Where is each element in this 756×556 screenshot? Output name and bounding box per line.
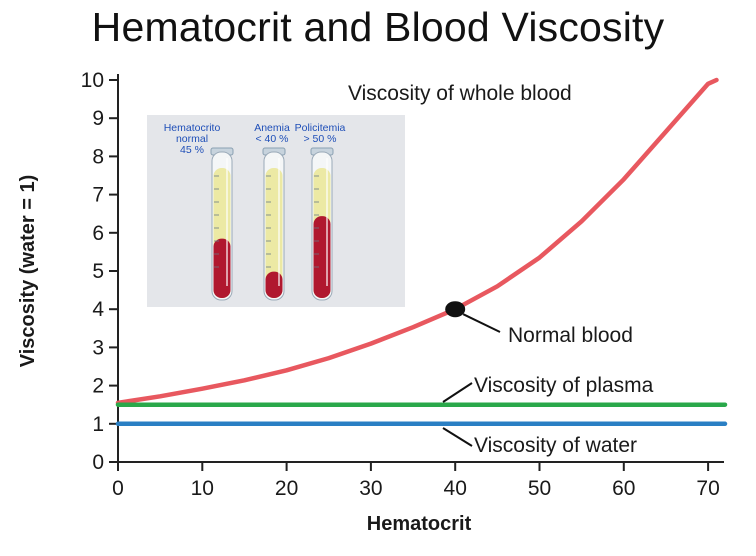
y-tick-label: 9 (92, 107, 104, 130)
y-tick-label: 7 (92, 184, 104, 207)
tube-label-line: Policitemia (295, 122, 346, 134)
y-tick-label: 4 (92, 298, 104, 321)
x-tick-label: 50 (528, 477, 551, 500)
x-tick-label: 10 (191, 477, 214, 500)
normal-blood-marker (445, 301, 466, 318)
whole-blood-label: Viscosity of whole blood (348, 82, 572, 105)
tube-label-line: Anemia (254, 122, 290, 134)
water-label: Viscosity of water (474, 434, 637, 457)
y-tick-label: 6 (92, 222, 104, 245)
y-tick-label: 5 (92, 260, 104, 283)
plasma-label: Viscosity of plasma (474, 374, 654, 397)
y-tick-label: 10 (81, 69, 104, 92)
x-tick-label: 60 (612, 477, 635, 500)
y-tick-label: 0 (92, 451, 104, 474)
tube-label-line: 45 % (180, 144, 204, 156)
tube-label-line: < 40 % (256, 133, 289, 145)
y-axis-title: Viscosity (water = 1) (17, 175, 39, 368)
x-tick-label: 70 (696, 477, 719, 500)
normal-blood-leader (462, 313, 501, 333)
plasma-leader (442, 382, 473, 403)
chart-labels: Normal blood Viscosity of whole blood Visc… (348, 82, 654, 457)
x-tick-label: 0 (112, 477, 124, 500)
series-line-1 (115, 77, 719, 406)
chart-series (115, 77, 728, 427)
y-tick-label: 2 (92, 375, 104, 398)
tube-label-line: normal (176, 133, 208, 145)
normal-blood-label: Normal blood (508, 324, 633, 347)
water-leader (442, 427, 473, 447)
tube-label-line: > 50 % (304, 133, 337, 145)
tube-label-line: Hematocrito (164, 122, 221, 134)
x-tick-label: 20 (275, 477, 298, 500)
slide-title: Hematocrit and Blood Viscosity (91, 4, 665, 50)
x-tick-label: 40 (444, 477, 467, 500)
y-tick-label: 3 (92, 336, 104, 359)
y-tick-label: 8 (92, 145, 104, 168)
x-tick-label: 30 (359, 477, 382, 500)
y-tick-label: 1 (92, 413, 104, 436)
chart-axes: 0 1 2 3 4 5 6 7 8 9 10 0 10 20 30 40 50 60 70 Hematocrit Vis… (17, 69, 724, 535)
x-axis-title: Hematocrit (367, 513, 472, 535)
